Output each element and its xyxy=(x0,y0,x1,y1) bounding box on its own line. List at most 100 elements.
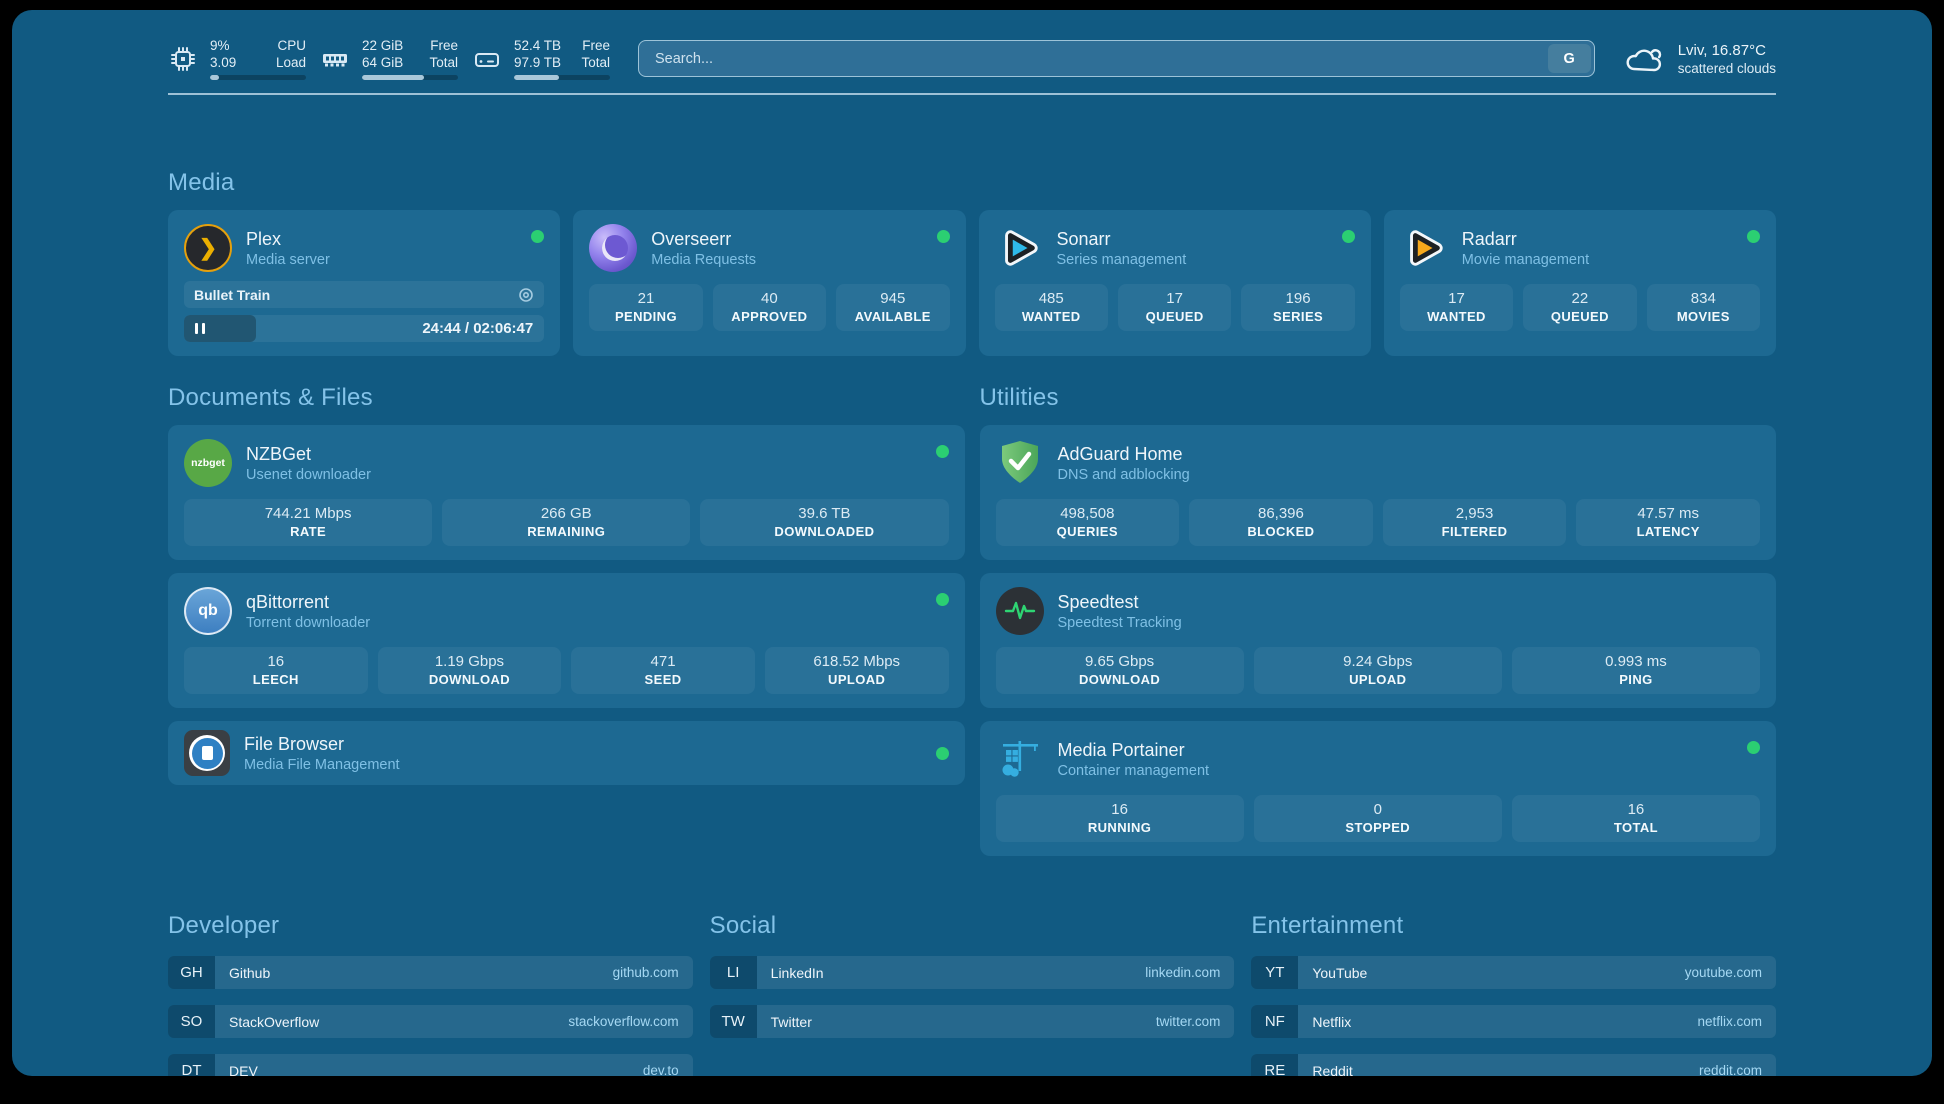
bookmark-url: linkedin.com xyxy=(1145,965,1221,980)
search-input[interactable] xyxy=(639,50,1548,67)
disk-progress-bar xyxy=(514,75,610,80)
gear-icon[interactable] xyxy=(518,287,534,303)
ram-progress-bar xyxy=(362,75,458,80)
stat-queued: 17 QUEUED xyxy=(1117,284,1232,331)
bookmark-url: reddit.com xyxy=(1698,1063,1762,1076)
status-dot xyxy=(936,230,950,243)
bookmark-url: github.com xyxy=(612,965,679,980)
bookmark-stackoverflow[interactable]: SO StackOverflow stackoverflow.com xyxy=(168,1005,693,1038)
filebrowser-icon xyxy=(184,730,230,776)
app-card-plex[interactable]: ❯ Plex Media server Bullet Train xyxy=(168,210,561,356)
section-heading-entertainment: Entertainment xyxy=(1251,912,1404,939)
app-card-filebrowser[interactable]: File Browser Media File Management xyxy=(168,721,965,785)
app-card-sonarr[interactable]: Sonarr Series management 485 WANTED 17 QUE… xyxy=(978,210,1371,356)
app-card-portainer[interactable]: Media Portainer Container management 16 R… xyxy=(979,721,1776,856)
qbittorrent-icon: qb xyxy=(184,587,232,635)
stat-download: 9.65 Gbps DOWNLOAD xyxy=(995,647,1244,694)
cpu-progress-bar xyxy=(210,75,306,80)
bookmark-abbr: YT xyxy=(1251,956,1299,989)
stat-wanted: 17 WANTED xyxy=(1399,284,1514,331)
cpu-label: CPU xyxy=(277,38,306,53)
overseerr-icon xyxy=(589,224,638,272)
bookmark-url: dev.to xyxy=(642,1063,679,1076)
app-card-adguard[interactable]: AdGuard Home DNS and adblocking 498,508 Q… xyxy=(979,425,1776,560)
adguard-icon xyxy=(996,439,1044,487)
disk-total-value: 97.9 TB xyxy=(514,55,562,70)
search-engine-button[interactable]: G xyxy=(1547,44,1591,73)
status-dot xyxy=(1747,230,1760,243)
app-name: Radarr xyxy=(1461,228,1517,249)
stat-running: 16 RUNNING xyxy=(995,795,1244,842)
cpu-usage-value: 9% xyxy=(210,38,230,53)
stat-approved: 40 APPROVED xyxy=(712,284,827,331)
portainer-icon xyxy=(996,735,1044,783)
app-subtitle: DNS and adblocking xyxy=(1057,466,1190,483)
bookmark-name: YouTube xyxy=(1312,964,1368,981)
media-section: Media ❯ Plex Media server Bullet Train xyxy=(168,169,1776,356)
weather-location-temp: Lviv, 16.87°C xyxy=(1677,41,1766,59)
weather-condition: scattered clouds xyxy=(1677,60,1776,76)
disk-stat-widget: 52.4 TB 97.9 TB Free Total xyxy=(472,37,610,80)
bookmark-url: twitter.com xyxy=(1155,1014,1221,1029)
app-name: File Browser xyxy=(244,733,345,754)
pause-button[interactable] xyxy=(195,323,205,334)
radarr-icon xyxy=(1400,224,1448,272)
search-bar[interactable]: G xyxy=(638,40,1595,77)
stat-upload: 9.24 Gbps UPLOAD xyxy=(1253,647,1502,694)
plex-icon: ❯ xyxy=(184,224,232,272)
stat-downloaded: 39.6 TB DOWNLOADED xyxy=(700,499,949,546)
bookmark-name: Twitter xyxy=(770,1013,812,1030)
app-subtitle: Usenet downloader xyxy=(246,466,371,483)
bookmark-name: Github xyxy=(229,964,271,981)
bookmark-youtube[interactable]: YT YouTube youtube.com xyxy=(1251,956,1776,989)
disk-icon xyxy=(475,52,499,67)
app-subtitle: Container management xyxy=(1057,762,1210,779)
stat-seed: 471 SEED xyxy=(571,647,755,694)
top-bar: 9% 3.09 CPU Load 22 GiB 64 GiB Free Tota xyxy=(168,37,1776,80)
app-name: Media Portainer xyxy=(1057,739,1185,760)
now-playing-title: Bullet Train xyxy=(194,286,271,303)
app-subtitle: Media server xyxy=(246,251,330,268)
stat-stopped: 0 STOPPED xyxy=(1253,795,1502,842)
ram-free-value: 22 GiB xyxy=(362,38,404,53)
app-name: AdGuard Home xyxy=(1057,443,1183,464)
stat-filtered: 2,953 FILTERED xyxy=(1382,499,1567,546)
app-name: Plex xyxy=(246,228,282,249)
ram-total-value: 64 GiB xyxy=(362,55,404,70)
section-heading-developer: Developer xyxy=(168,912,280,939)
stat-download: 1.19 Gbps DOWNLOAD xyxy=(377,647,562,694)
documents-column: Documents & Files nzbget NZBGet Usenet d… xyxy=(168,384,965,856)
app-subtitle: Series management xyxy=(1056,251,1187,268)
sonarr-icon xyxy=(995,224,1043,272)
bookmark-twitter[interactable]: TW Twitter twitter.com xyxy=(709,1005,1235,1038)
bookmark-reddit[interactable]: RE Reddit reddit.com xyxy=(1251,1054,1776,1076)
app-card-overseerr[interactable]: Overseerr Media Requests 21 PENDING 40 APP… xyxy=(573,210,966,356)
app-card-radarr[interactable]: Radarr Movie management 17 WANTED 22 QUEUE… xyxy=(1383,210,1776,356)
ram-total-label: Total xyxy=(429,55,458,70)
app-name: Overseerr xyxy=(651,228,732,249)
stat-series: 196 SERIES xyxy=(1241,284,1355,331)
bookmark-dev[interactable]: DT DEV dev.to xyxy=(168,1054,693,1076)
section-heading-social: Social xyxy=(709,912,777,939)
bookmark-linkedin[interactable]: LI LinkedIn linkedin.com xyxy=(709,956,1235,989)
bookmark-github[interactable]: GH Github github.com xyxy=(168,956,693,989)
system-stats: 9% 3.09 CPU Load 22 GiB 64 GiB Free Tota xyxy=(168,37,610,80)
ram-stat-widget: 22 GiB 64 GiB Free Total xyxy=(320,37,458,80)
status-dot xyxy=(935,445,949,458)
app-card-nzbget[interactable]: nzbget NZBGet Usenet downloader 744.21 M… xyxy=(168,425,965,560)
playback-progress-row: 24:44 / 02:06:47 xyxy=(184,315,545,342)
app-card-qbittorrent[interactable]: qb qBittorrent Torrent downloader 16 LEEC… xyxy=(168,573,965,708)
section-heading-utilities: Utilities xyxy=(979,384,1059,411)
bookmark-name: Netflix xyxy=(1312,1013,1352,1030)
app-subtitle: Media File Management xyxy=(244,756,400,773)
app-card-speedtest[interactable]: Speedtest Speedtest Tracking 9.65 Gbps DO… xyxy=(979,573,1776,708)
bookmarks-entertainment-group: Entertainment YT YouTube youtube.com NF N… xyxy=(1251,912,1776,1076)
stat-remaining: 266 GB REMAINING xyxy=(442,499,691,546)
bookmark-name: LinkedIn xyxy=(770,964,824,981)
bookmark-netflix[interactable]: NF Netflix netflix.com xyxy=(1251,1005,1776,1038)
utilities-column: Utilities AdGuard Home xyxy=(979,384,1776,856)
app-name: NZBGet xyxy=(246,443,312,464)
bookmark-url: youtube.com xyxy=(1684,965,1762,980)
app-subtitle: Movie management xyxy=(1461,251,1590,268)
disk-free-label: Free xyxy=(582,38,610,53)
